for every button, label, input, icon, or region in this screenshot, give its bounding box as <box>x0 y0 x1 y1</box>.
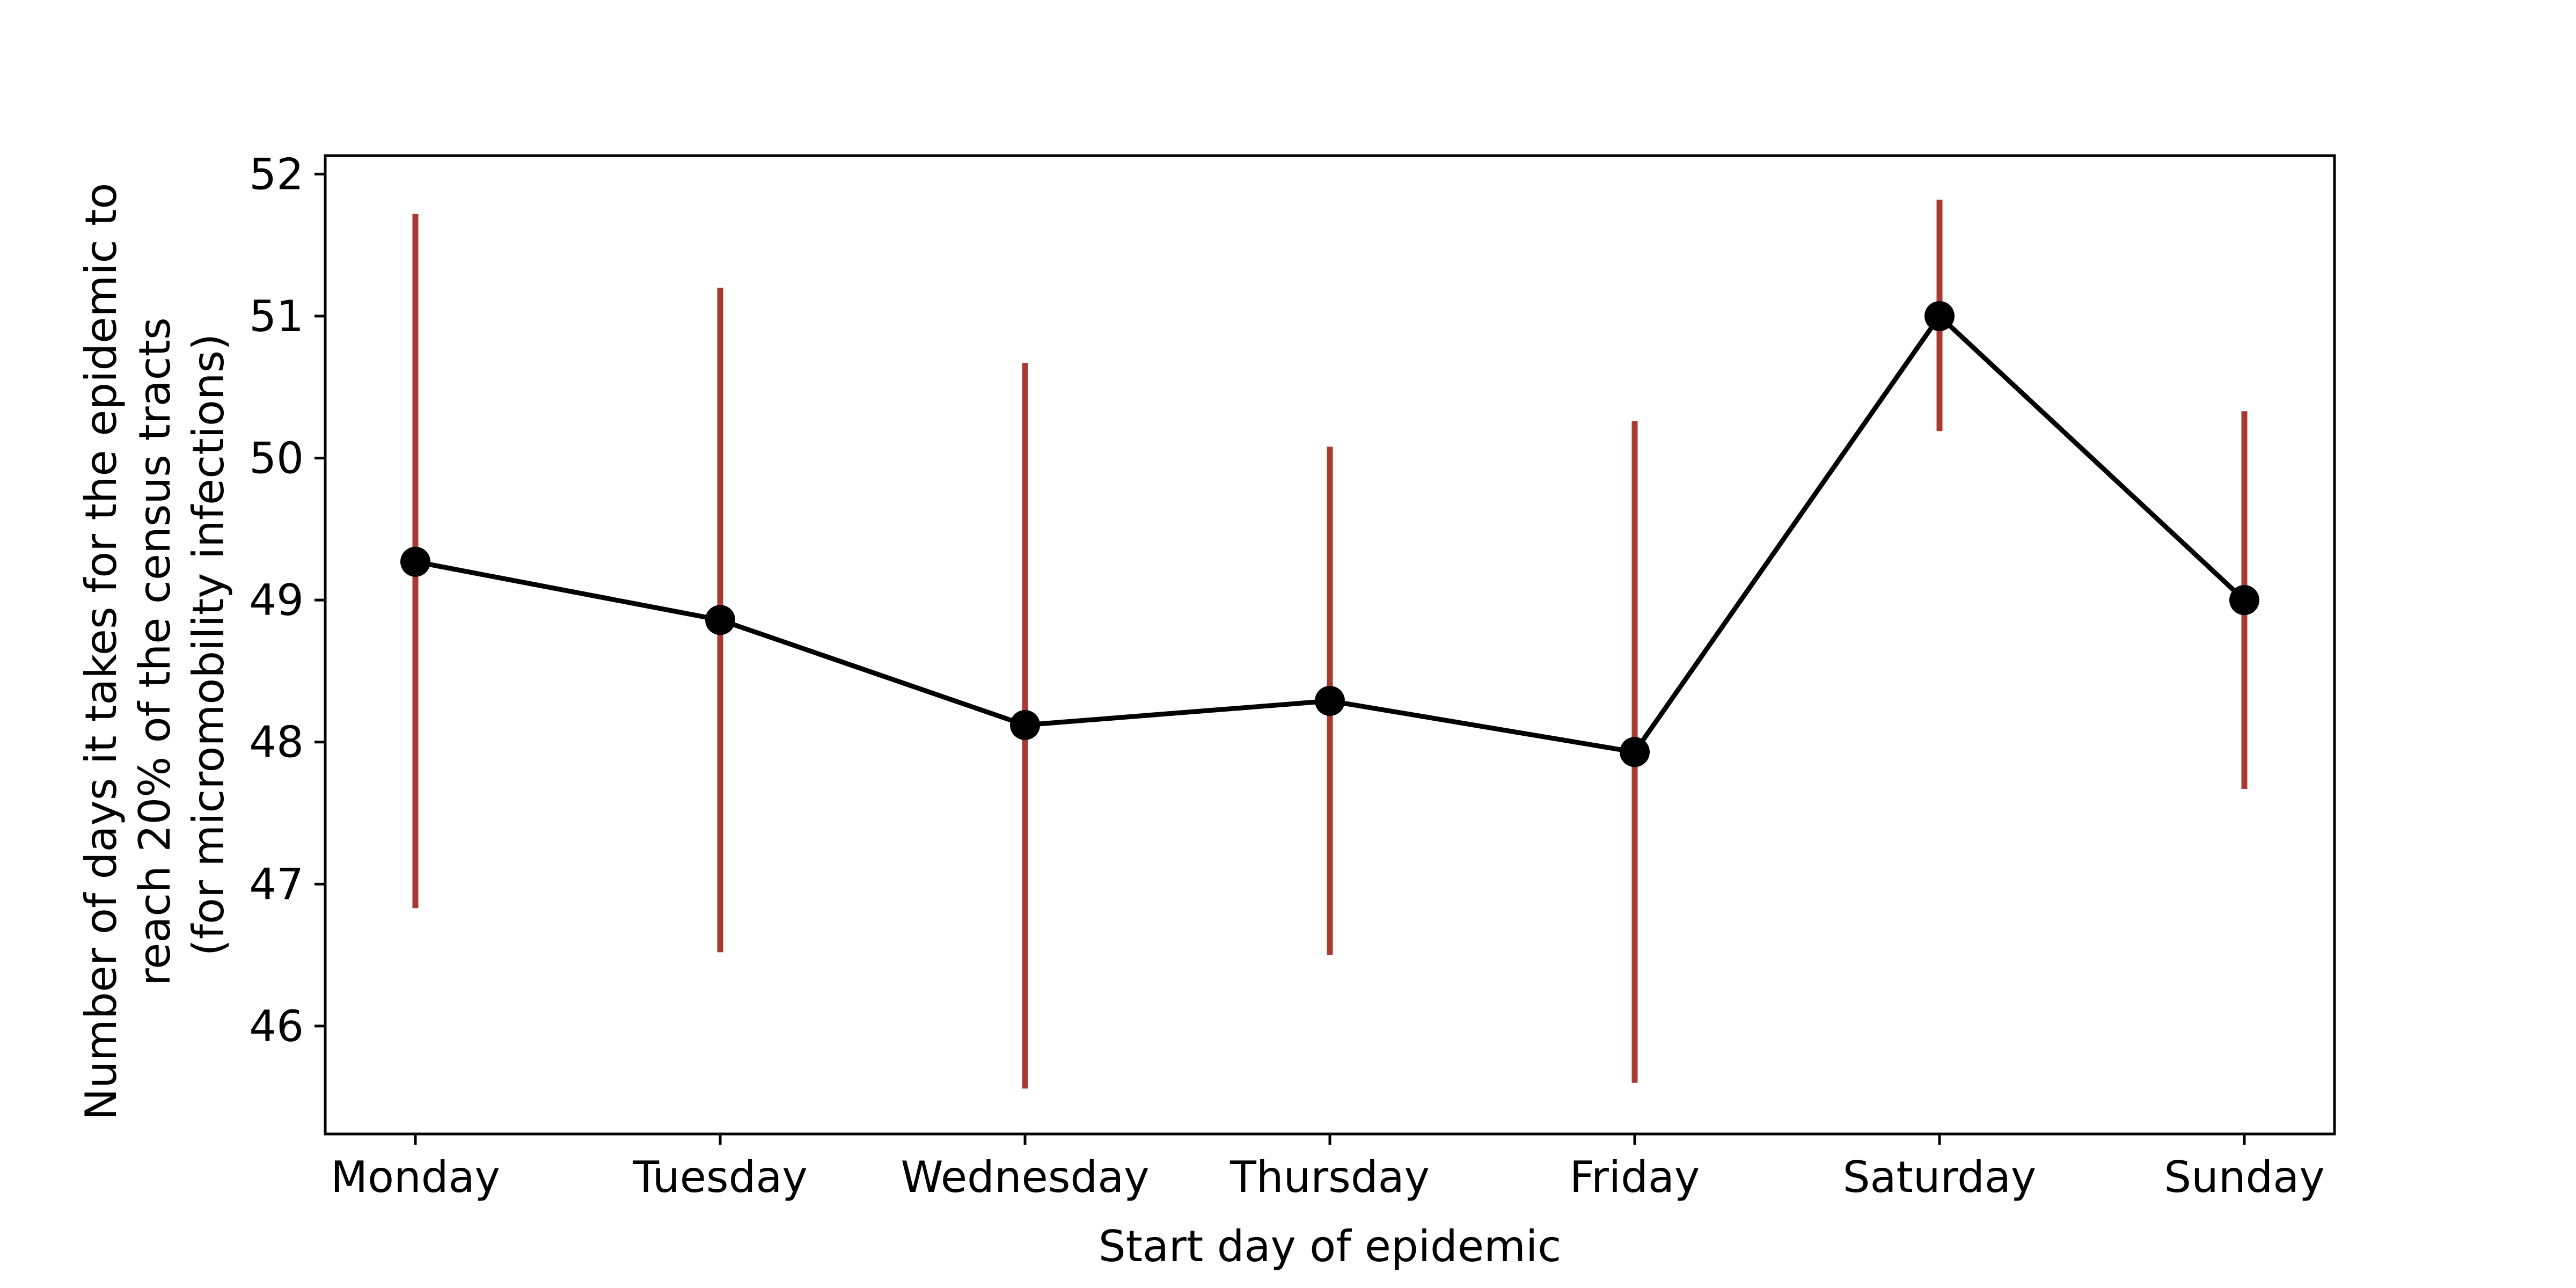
x-tick-label-tuesday: Tuesday <box>632 1152 807 1202</box>
y-tick-label-52: 52 <box>249 149 304 199</box>
data-point-saturday <box>1924 301 1955 331</box>
x-tick-label-monday: Monday <box>331 1152 500 1202</box>
data-point-friday <box>1620 737 1650 767</box>
data-point-monday <box>400 546 430 577</box>
y-axis-title-line-1: Number of days it takes for the epidemic… <box>76 183 126 1121</box>
data-point-thursday <box>1315 686 1345 716</box>
y-tick-label-47: 47 <box>249 859 304 909</box>
x-tick-label-friday: Friday <box>1570 1152 1700 1202</box>
x-axis-title: Start day of epidemic <box>1099 1221 1561 1271</box>
y-tick-label-48: 48 <box>249 718 304 767</box>
y-axis-title: Number of days it takes for the epidemic… <box>76 169 233 1121</box>
y-axis-title-line-2: reach 20% of the census tracts <box>130 317 180 986</box>
y-tick-label-51: 51 <box>249 291 304 341</box>
x-tick-label-saturday: Saturday <box>1843 1152 2037 1202</box>
marker-layer <box>400 301 2259 767</box>
x-tick-label-sunday: Sunday <box>2164 1152 2324 1202</box>
y-axis-title-line-3: (for micromobility infections) <box>184 334 233 956</box>
x-tick-label-thursday: Thursday <box>1230 1152 1430 1202</box>
data-point-sunday <box>2229 585 2259 616</box>
data-point-tuesday <box>705 605 735 635</box>
tick-layer: Monday Tuesday Wednesday Thursday Friday Satu… <box>249 149 2324 1202</box>
x-tick-label-wednesday: Wednesday <box>901 1152 1149 1202</box>
data-point-wednesday <box>1010 709 1040 740</box>
y-tick-label-46: 46 <box>249 1001 304 1051</box>
y-tick-label-50: 50 <box>249 434 304 484</box>
y-tick-label-49: 49 <box>249 575 304 625</box>
